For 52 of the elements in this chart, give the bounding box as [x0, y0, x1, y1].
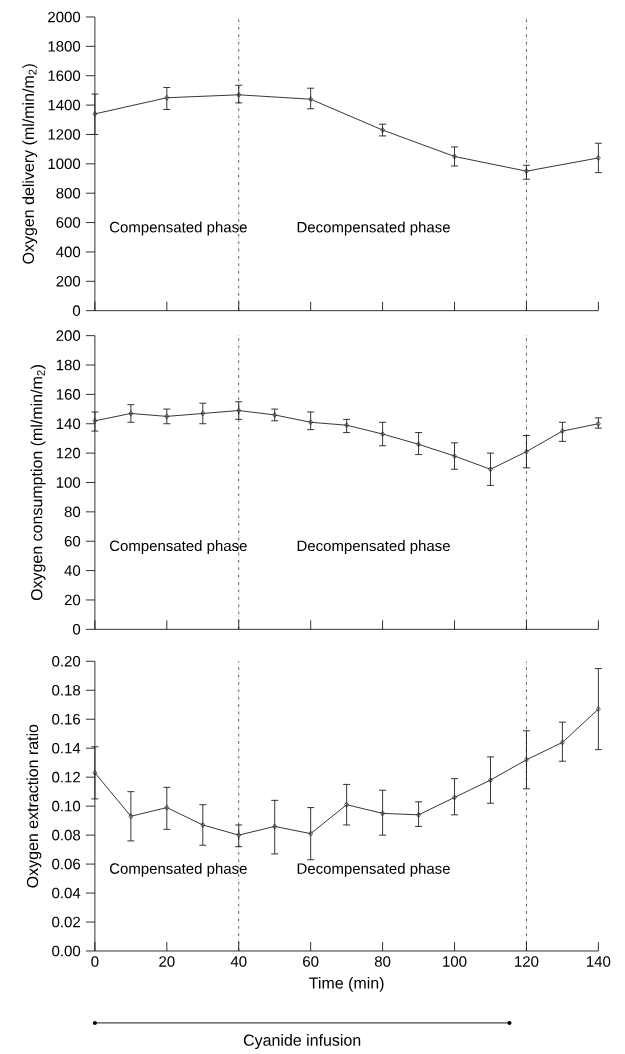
annotation: Decompensated phase	[297, 540, 450, 555]
y-tick-label: 0.00	[51, 945, 80, 957]
x-tick-label: 100	[443, 956, 467, 967]
y-tick-label: 800	[56, 187, 80, 199]
y-tick-label: 0.08	[51, 829, 80, 841]
y-tick-label: 0.20	[51, 655, 80, 667]
y-tick-label: 80	[64, 506, 80, 518]
y-tick-label: 0.04	[51, 887, 81, 899]
y-tick-label: 1400	[48, 99, 80, 111]
x-tick-label: 20	[159, 956, 175, 967]
y-tick-label: 400	[55, 246, 80, 258]
text: Cyanide infusion	[243, 1034, 361, 1049]
y-tick-label: 100	[56, 477, 80, 488]
y-tick-label: 0	[72, 305, 80, 316]
y-tick-label: 200	[56, 275, 80, 287]
y-tick-label: 0.06	[51, 858, 80, 870]
y-tick-label: 600	[56, 217, 80, 228]
x-tick-label: 80	[374, 956, 391, 967]
annotation: Compensated phase	[109, 540, 247, 555]
y-axis-title: Oxygen delivery (ml/min/m$_{2}$)	[22, 64, 38, 264]
y-tick-label: 160	[56, 389, 80, 400]
y-tick-label: 0.14	[51, 742, 81, 754]
y-tick-label: 20	[64, 594, 80, 606]
y-tick-label: 1200	[48, 129, 80, 140]
y-tick-label: 60	[64, 535, 80, 547]
x-tick-label: 60	[302, 956, 319, 967]
y-tick-label: 1800	[48, 41, 80, 52]
annotation: Compensated phase	[109, 862, 247, 877]
y-tick-label: 1600	[48, 70, 80, 82]
y-tick-label: 0	[72, 624, 80, 635]
y-tick-label: 0.02	[51, 916, 80, 928]
x-tick-label: 120	[514, 956, 539, 967]
y-tick-label: 140	[56, 418, 80, 430]
y-tick-label: 0.10	[51, 800, 80, 812]
x-tick-label: 0	[91, 956, 99, 967]
y-tick-label: 180	[56, 359, 80, 371]
y-axis-title: Oxygen extraction ratio	[26, 724, 42, 888]
annotation: Compensated phase	[109, 221, 247, 236]
y-tick-label: 200	[56, 330, 80, 341]
y-tick-label: 0.16	[51, 713, 80, 725]
y-tick-label: 1000	[48, 158, 80, 170]
x-axis-title: Time (min)	[308, 976, 384, 992]
y-tick-label: 40	[64, 565, 80, 576]
x-tick-label: 140	[586, 956, 611, 967]
annotation: Decompensated phase	[297, 862, 450, 877]
y-tick-label: 120	[56, 447, 80, 459]
y-tick-label: 2000	[47, 11, 80, 23]
y-tick-label: 0.12	[51, 771, 80, 783]
y-axis-title: Oxygen consumption (ml/min/m$_{2}$)	[30, 365, 46, 601]
y-tick-label: 0.18	[51, 684, 80, 696]
annotation: Decompensated phase	[297, 221, 450, 236]
x-tick-label: 40	[230, 956, 247, 967]
